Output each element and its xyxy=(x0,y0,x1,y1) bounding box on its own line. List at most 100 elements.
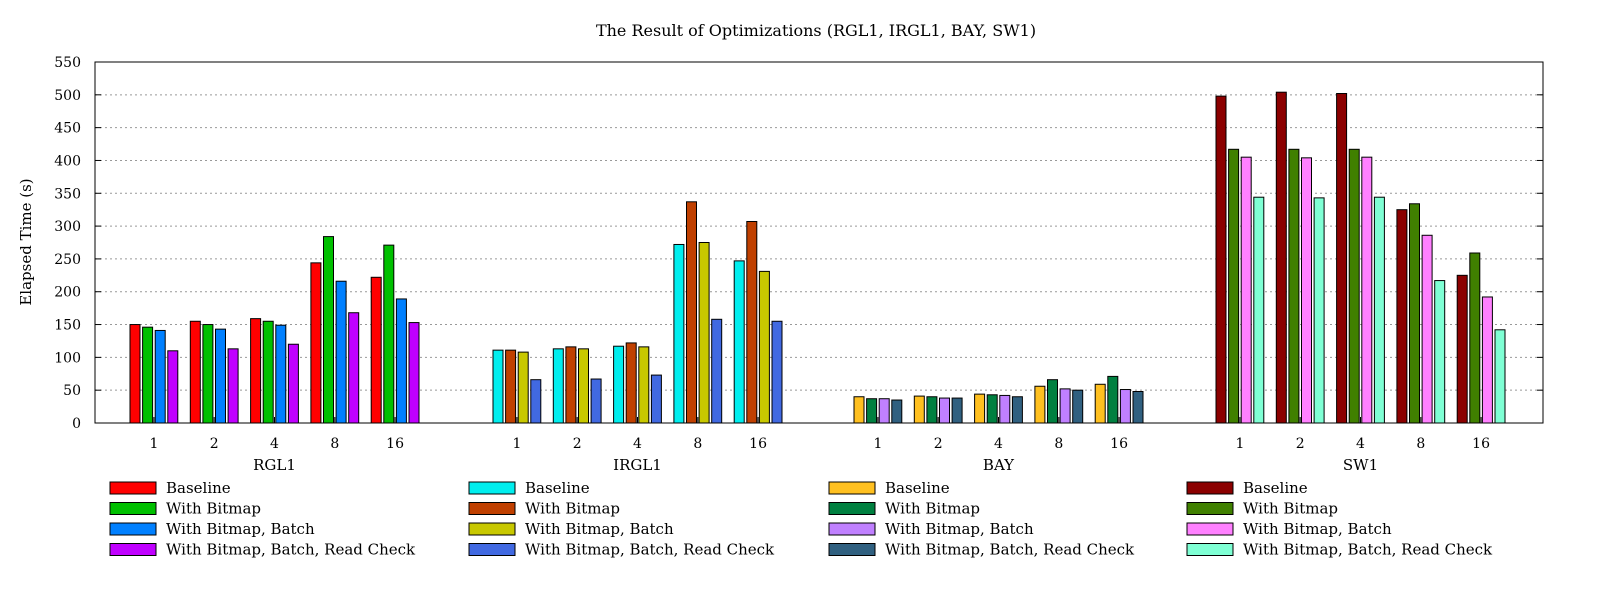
bar-rgl1-2-3 xyxy=(227,348,239,424)
bar-irgl1-8-0 xyxy=(673,243,685,424)
legend-label: With Bitmap, Batch xyxy=(885,520,1034,538)
x-tick-label: 1 xyxy=(512,436,521,452)
legend-swatch xyxy=(109,522,157,536)
bar-irgl1-4-2 xyxy=(638,346,650,424)
y-tick-label: 450 xyxy=(54,121,81,137)
bar-rgl1-4-0 xyxy=(250,318,262,424)
bar-rgl1-4-2 xyxy=(275,324,287,424)
bar-rgl1-1-2 xyxy=(154,329,166,424)
legend-swatch xyxy=(1186,543,1234,556)
x-tick-label: 4 xyxy=(270,436,279,452)
bar-irgl1-2-3 xyxy=(590,378,602,424)
legend-label: Baseline xyxy=(885,479,950,497)
y-tick-label: 0 xyxy=(72,416,81,432)
legend-label: With Bitmap xyxy=(166,500,261,518)
bar-rgl1-8-3 xyxy=(348,312,360,424)
legend-swatch xyxy=(109,502,157,515)
bar-sw1-4-0 xyxy=(1336,93,1348,424)
bar-sw1-16-2 xyxy=(1481,296,1493,424)
legend-swatch xyxy=(828,522,876,536)
bar-bay-4-2 xyxy=(999,394,1011,424)
y-tick-label: 100 xyxy=(54,350,81,366)
bar-rgl1-16-3 xyxy=(408,322,420,424)
bar-sw1-8-0 xyxy=(1396,209,1408,424)
y-tick-label: 300 xyxy=(54,219,81,235)
bar-rgl1-16-0 xyxy=(370,276,382,424)
bar-irgl1-2-2 xyxy=(578,348,589,424)
x-tick-label: 8 xyxy=(693,436,702,452)
bar-bay-16-3 xyxy=(1132,390,1144,424)
x-tick-label: 2 xyxy=(1296,436,1305,452)
group-label-rgl1: RGL1 xyxy=(253,456,296,474)
x-tick-label: 16 xyxy=(1472,436,1490,452)
legend-label: Baseline xyxy=(166,479,231,497)
bar-sw1-16-1 xyxy=(1469,252,1481,424)
bar-bay-1-1 xyxy=(866,398,878,424)
y-tick-label: 200 xyxy=(54,285,81,301)
x-tick-label: 2 xyxy=(934,436,943,452)
bar-irgl1-1-1 xyxy=(505,349,517,424)
legend-label: With Bitmap xyxy=(525,500,620,518)
x-tick-label: 4 xyxy=(994,436,1003,452)
legend: Baseline With Bitmap With Bitmap, Batch Wit… xyxy=(109,479,1493,559)
y-tick-label: 150 xyxy=(54,318,81,334)
bar-bay-2-0 xyxy=(913,395,925,424)
x-tick-label: 16 xyxy=(1110,436,1128,452)
legend-swatch xyxy=(109,481,157,495)
group-label-irgl1: IRGL1 xyxy=(613,456,662,474)
y-tick-label: 250 xyxy=(54,252,81,268)
bar-irgl1-4-3 xyxy=(650,374,662,424)
x-tick-label: 8 xyxy=(1416,436,1425,452)
legend-swatch xyxy=(468,522,516,536)
legend-label: With Bitmap, Batch, Read Check xyxy=(1243,541,1493,559)
bar-bay-8-0 xyxy=(1034,385,1046,424)
bar-rgl1-2-2 xyxy=(215,328,226,424)
bar-sw1-16-0 xyxy=(1456,274,1468,424)
legend-swatch xyxy=(468,502,516,515)
x-tick-label: 2 xyxy=(210,436,219,452)
bar-bay-8-3 xyxy=(1072,389,1084,424)
bar-rgl1-8-1 xyxy=(323,236,334,424)
bar-bay-8-2 xyxy=(1059,388,1071,424)
bar-bay-16-1 xyxy=(1107,375,1119,424)
bar-sw1-4-3 xyxy=(1373,196,1385,424)
legend-swatch xyxy=(1186,502,1234,515)
bar-rgl1-8-2 xyxy=(335,280,347,424)
bar-sw1-8-3 xyxy=(1434,280,1446,424)
bar-irgl1-2-1 xyxy=(565,346,577,424)
bar-rgl1-8-0 xyxy=(310,262,322,424)
bars xyxy=(129,91,1506,424)
y-tick-label: 500 xyxy=(54,88,81,104)
legend-swatch xyxy=(468,481,516,495)
legend-swatch xyxy=(828,481,876,495)
bar-irgl1-1-3 xyxy=(530,379,542,424)
y-axis-label: Elapsed Time (s) xyxy=(17,178,35,305)
bar-rgl1-1-3 xyxy=(167,350,179,424)
bar-bay-4-3 xyxy=(1011,396,1023,424)
legend-label: With Bitmap xyxy=(1243,500,1338,518)
bar-sw1-1-3 xyxy=(1253,196,1265,424)
legend-swatch xyxy=(1186,522,1234,536)
x-tick-label: 16 xyxy=(749,436,767,452)
bar-bay-16-0 xyxy=(1094,383,1106,424)
bar-bay-2-3 xyxy=(951,397,963,424)
bar-irgl1-4-0 xyxy=(613,345,625,424)
bar-rgl1-16-1 xyxy=(383,244,395,424)
legend-label: With Bitmap, Batch, Read Check xyxy=(525,541,775,559)
legend-swatch xyxy=(828,502,876,515)
bar-irgl1-16-1 xyxy=(746,220,758,424)
bar-irgl1-2-0 xyxy=(552,348,564,424)
bar-irgl1-8-3 xyxy=(711,318,723,424)
bar-bay-2-2 xyxy=(939,397,950,424)
bar-sw1-2-2 xyxy=(1301,157,1312,424)
bar-rgl1-16-2 xyxy=(395,298,407,424)
legend-label: With Bitmap, Batch, Read Check xyxy=(885,541,1135,559)
bar-sw1-1-1 xyxy=(1228,148,1240,424)
chart-title: The Result of Optimizations (RGL1, IRGL1… xyxy=(596,21,1036,40)
y-tick-label: 400 xyxy=(54,153,81,169)
y-tick-label: 350 xyxy=(54,186,81,202)
legend-label: With Bitmap, Batch xyxy=(166,520,315,538)
bar-sw1-1-0 xyxy=(1215,95,1227,424)
